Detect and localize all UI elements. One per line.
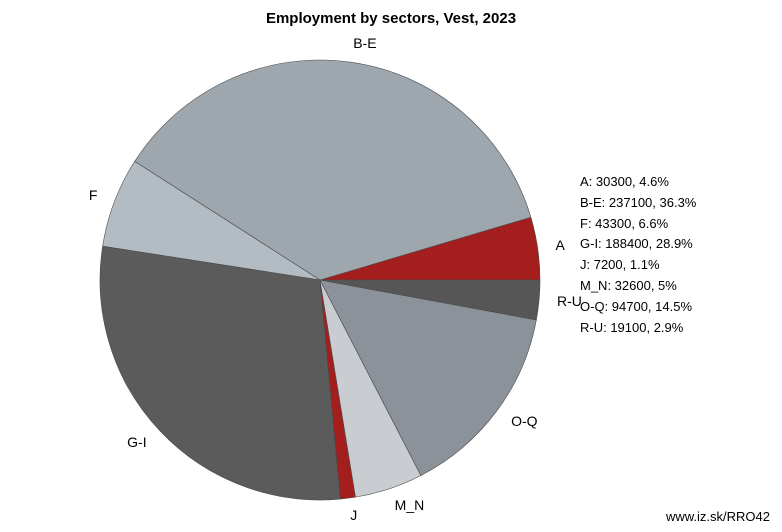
legend-item-0: A: 30300, 4.6% (580, 172, 696, 193)
slice-label-A: A (556, 237, 565, 253)
chart-container: Employment by sectors, Vest, 2023 AB-EFG… (0, 0, 782, 532)
legend-item-4: J: 7200, 1.1% (580, 255, 696, 276)
legend-item-7: R-U: 19100, 2.9% (580, 318, 696, 339)
slice-label-B-E: B-E (353, 35, 376, 51)
legend-item-6: O-Q: 94700, 14.5% (580, 297, 696, 318)
legend-item-3: G-I: 188400, 28.9% (580, 234, 696, 255)
credit-text: www.iz.sk/RRO42 (666, 509, 770, 524)
legend-item-5: M_N: 32600, 5% (580, 276, 696, 297)
legend-item-2: F: 43300, 6.6% (580, 214, 696, 235)
legend-item-1: B-E: 237100, 36.3% (580, 193, 696, 214)
slice-label-O-Q: O-Q (511, 413, 537, 429)
slice-label-M_N: M_N (395, 497, 425, 513)
legend: A: 30300, 4.6%B-E: 237100, 36.3%F: 43300… (580, 172, 696, 338)
slice-label-J: J (350, 507, 357, 523)
slice-label-G-I: G-I (107, 434, 147, 450)
slice-label-R-U: R-U (557, 293, 582, 309)
pie-slice-G-I (100, 246, 340, 500)
slice-label-F: F (57, 187, 97, 203)
